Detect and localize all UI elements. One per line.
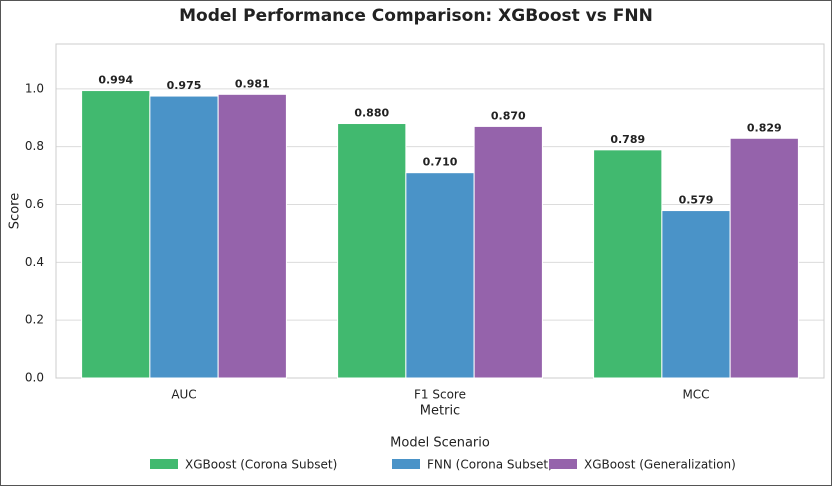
y-tick-label: 0.4 — [25, 255, 44, 269]
bar — [337, 123, 407, 379]
value-label: 0.829 — [747, 121, 782, 134]
bar — [149, 95, 219, 379]
legend-label: XGBoost (Generalization) — [584, 458, 736, 472]
y-tick-label: 0.6 — [25, 197, 44, 211]
x-tick-label: F1 Score — [414, 388, 466, 402]
value-label: 0.579 — [679, 194, 714, 207]
bar — [661, 210, 731, 379]
x-tick-label: AUC — [171, 388, 196, 402]
y-tick-label: 0.0 — [25, 371, 44, 385]
legend-label: FNN (Corona Subset) — [427, 458, 553, 472]
y-axis-label: Score — [8, 193, 23, 229]
y-tick-label: 0.2 — [25, 313, 44, 327]
bar — [593, 149, 663, 379]
bar — [217, 93, 287, 379]
value-label: 0.994 — [98, 74, 133, 87]
legend-swatch — [150, 459, 178, 469]
legend-label: XGBoost (Corona Subset) — [185, 458, 337, 472]
value-label: 0.880 — [354, 107, 389, 120]
legend-title: Model Scenario — [390, 436, 490, 451]
value-label: 0.710 — [423, 156, 458, 169]
chart-title: Model Performance Comparison: XGBoost vs… — [179, 6, 653, 26]
x-axis-label: Metric — [420, 404, 460, 419]
value-label: 0.981 — [235, 77, 270, 90]
bar — [473, 125, 543, 379]
legend-swatch — [549, 459, 577, 469]
legend-swatch — [392, 459, 420, 469]
x-tick-label: MCC — [682, 388, 709, 402]
value-label: 0.870 — [491, 109, 526, 122]
bar — [81, 90, 151, 379]
bar — [729, 137, 799, 379]
value-label: 0.789 — [610, 133, 645, 146]
value-label: 0.975 — [167, 79, 202, 92]
y-tick-label: 1.0 — [25, 81, 44, 95]
y-tick-label: 0.8 — [25, 139, 44, 153]
bar — [405, 172, 475, 379]
